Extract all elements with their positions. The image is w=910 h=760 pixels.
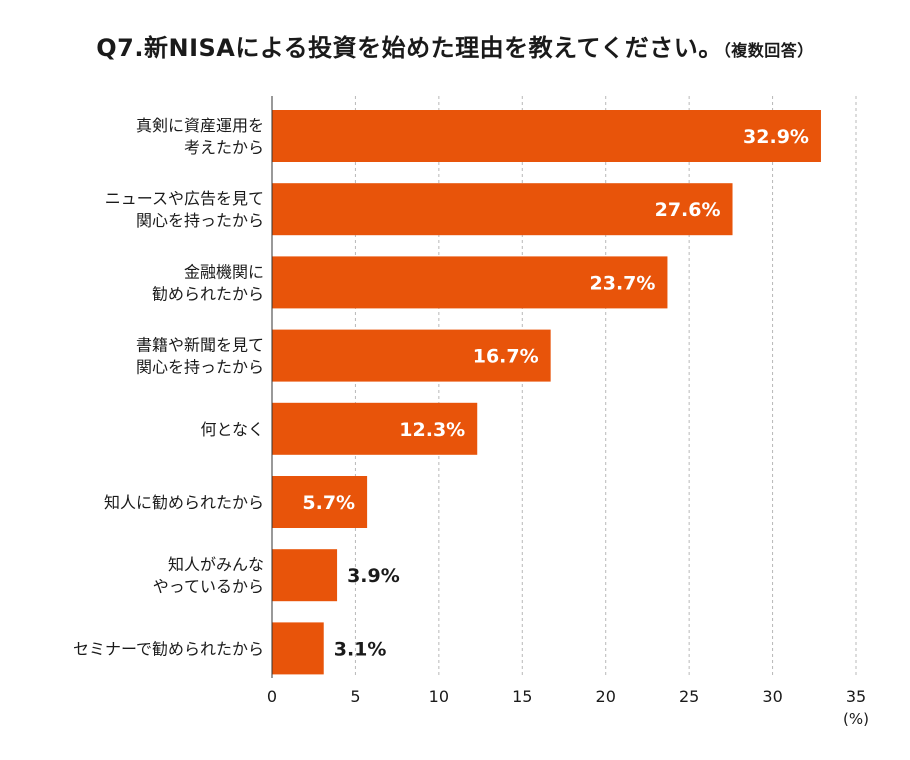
- value-label-5: 5.7%: [302, 492, 355, 514]
- value-label-3: 16.7%: [473, 346, 539, 368]
- value-labels: 32.9% 27.6% 23.7% 16.7% 12.3% 5.7% 3.9% 3.1%: [302, 126, 809, 660]
- bars: [272, 110, 821, 675]
- bar-2: [272, 256, 668, 309]
- tick-label-15: 15: [512, 687, 532, 706]
- bar-5: [272, 476, 368, 528]
- category-label-6: 知人がみんなやっているから: [153, 555, 264, 596]
- bar-6: [272, 549, 338, 602]
- value-label-6: 3.9%: [347, 565, 400, 587]
- category-label-1: ニュースや広告を見て関心を持ったから: [105, 189, 264, 230]
- category-labels: 真剣に資産運用を考えたからニュースや広告を見て関心を持ったから金融機関に勧められ…: [73, 116, 264, 658]
- x-axis-ticks: 0 5 10 15 20 25 30 35: [267, 687, 866, 706]
- value-label-1: 27.6%: [655, 199, 721, 221]
- category-label-0: 真剣に資産運用を考えたから: [136, 116, 264, 157]
- tick-label-25: 25: [679, 687, 699, 706]
- tick-label-30: 30: [762, 687, 782, 706]
- tick-label-10: 10: [429, 687, 449, 706]
- value-label-0: 32.9%: [743, 126, 809, 148]
- value-label-2: 23.7%: [590, 272, 656, 294]
- bar-0: [272, 110, 821, 162]
- category-label-3: 書籍や新聞を見て関心を持ったから: [136, 336, 264, 377]
- value-label-7: 3.1%: [334, 638, 387, 660]
- chart-title: Q7.新NISAによる投資を始めた理由を教えてください。（複数回答）: [0, 28, 910, 63]
- tick-label-5: 5: [350, 687, 360, 706]
- tick-label-0: 0: [267, 687, 277, 706]
- tick-label-35: 35: [846, 687, 866, 706]
- chart-title-main: Q7.新NISAによる投資を始めた理由を教えてください。: [96, 34, 723, 62]
- category-label-7: セミナーで勧められたから: [73, 639, 264, 658]
- tick-label-20: 20: [596, 687, 616, 706]
- category-label-4: 何となく: [200, 420, 264, 439]
- bar-7: [272, 622, 324, 675]
- category-label-5: 知人に勧められたから: [104, 493, 264, 512]
- x-axis-unit: (%): [843, 710, 869, 728]
- category-label-2: 金融機関に勧められたから: [152, 262, 264, 303]
- bar-1: [272, 183, 733, 236]
- chart-subtitle: （複数回答）: [722, 41, 814, 60]
- bar-3: [272, 329, 551, 382]
- bar-4: [272, 402, 478, 455]
- value-label-4: 12.3%: [399, 419, 465, 441]
